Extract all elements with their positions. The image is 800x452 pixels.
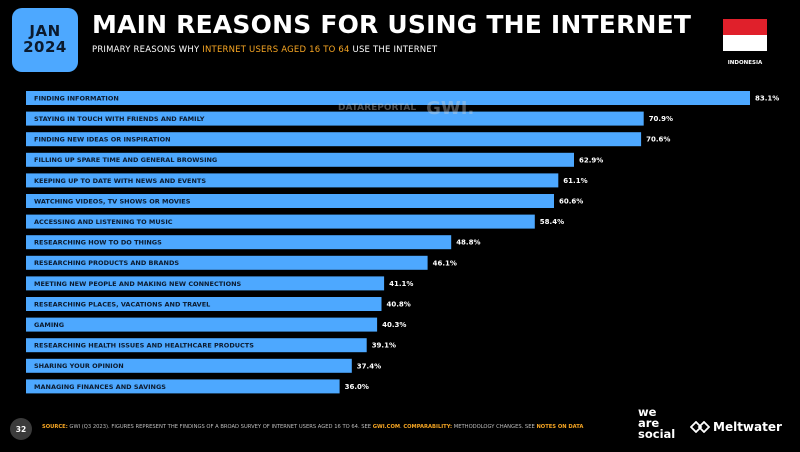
watermark-datareportal: DATAREPORTAL [338,103,417,113]
bar-value-14: 36.0% [345,383,369,391]
source-footer: SOURCE: GWI (Q3 2023). FIGURES REPRESENT… [42,424,622,430]
source-link[interactable]: GWI.COM [372,424,401,430]
bar-value-2: 70.6% [646,136,670,144]
meltwater-logo: Meltwater [690,420,782,434]
bar-value-8: 46.1% [433,259,457,267]
bar-value-7: 48.8% [456,239,480,247]
bar-10 [26,297,382,311]
bar-5 [26,194,554,208]
page-number: 32 [10,418,32,440]
bar-label-12: RESEARCHING HEALTH ISSUES AND HEALTHCARE… [34,342,254,350]
bar-label-11: GAMING [34,321,64,329]
bar-value-9: 41.1% [389,280,413,288]
bar-7 [26,235,452,250]
bar-value-0: 83.1% [755,95,779,103]
logo-social: social [638,426,676,441]
comparability-label: COMPARABILITY: [403,424,453,430]
subtitle-post: USE THE INTERNET [349,45,438,55]
page-subtitle: PRIMARY REASONS WHY INTERNET USERS AGED … [92,45,437,55]
watermark-gwi: GWI. [426,98,475,119]
bar-label-6: ACCESSING AND LISTENING TO MUSIC [34,218,173,226]
flag-red-stripe [723,19,767,35]
bar-3 [26,152,574,167]
bar-value-1: 70.9% [649,115,673,123]
flag-white-stripe [723,35,767,51]
bar-8 [26,255,428,270]
bar-label-2: FINDING NEW IDEAS OR INSPIRATION [34,136,171,144]
bar-value-6: 58.4% [540,218,564,226]
bar-6 [26,214,535,229]
meltwater-icon [690,421,710,433]
bar-value-10: 40.8% [387,301,411,309]
bar-label-3: FILLING UP SPARE TIME AND GENERAL BROWSI… [34,156,217,164]
bar-11 [26,317,378,332]
notes-on-data-link[interactable]: NOTES ON DATA [536,424,584,430]
bar-0 [26,91,750,105]
bar-value-11: 40.3% [382,321,406,329]
bar-14 [26,379,340,394]
subtitle-highlight: INTERNET USERS AGED 16 TO 64 [202,45,350,55]
bar-value-13: 37.4% [357,362,381,370]
bar-value-3: 62.9% [579,156,603,164]
bar-label-1: STAYING IN TOUCH WITH FRIENDS AND FAMILY [34,115,205,123]
bar-label-10: RESEARCHING PLACES, VACATIONS AND TRAVEL [34,300,210,308]
source-label: SOURCE: [42,424,68,430]
watermark: DATAREPORTAL GWI. [338,98,474,119]
bar-4 [26,173,559,188]
source-text-2: . [400,424,404,430]
bar-label-9: MEETING NEW PEOPLE AND MAKING NEW CONNEC… [34,280,242,288]
page-title: MAIN REASONS FOR USING THE INTERNET [92,10,692,39]
bar-label-5: WATCHING VIDEOS, TV SHOWS OR MOVIES [34,197,191,205]
source-text: GWI (Q3 2023). FIGURES REPRESENT THE FIN… [67,424,373,430]
comparability-text: METHODOLOGY CHANGES. SEE [452,424,537,430]
country-label: INDONESIA [727,60,763,66]
bar-label-0: FINDING INFORMATION [34,94,119,102]
bar-label-7: RESEARCHING HOW TO DO THINGS [34,239,162,247]
bar-value-5: 60.6% [559,198,583,206]
we-are-social-logo: we are social [638,405,676,441]
bar-value-4: 61.1% [563,177,587,185]
logo-we: we [638,405,657,419]
meltwater-wordmark: Meltwater [713,420,782,434]
bar-label-8: RESEARCHING PRODUCTS AND BRANDS [34,259,179,267]
date-month: JAN [29,22,61,41]
bar-1 [26,111,644,126]
date-badge: JAN 2024 [12,8,78,72]
bar-label-4: KEEPING UP TO DATE WITH NEWS AND EVENTS [34,177,206,185]
bar-12 [26,338,367,353]
bar-2 [26,132,642,147]
date-year: 2024 [23,38,67,56]
bar-label-14: MANAGING FINANCES AND SAVINGS [34,383,166,391]
bar-label-13: SHARING YOUR OPINION [34,362,124,370]
subtitle-pre: PRIMARY REASONS WHY [92,45,203,55]
bar-13 [26,358,352,373]
indonesia-flag-icon [723,19,767,51]
bar-9 [26,276,385,291]
logo-are: are [638,415,660,430]
bar-value-12: 39.1% [372,342,396,350]
